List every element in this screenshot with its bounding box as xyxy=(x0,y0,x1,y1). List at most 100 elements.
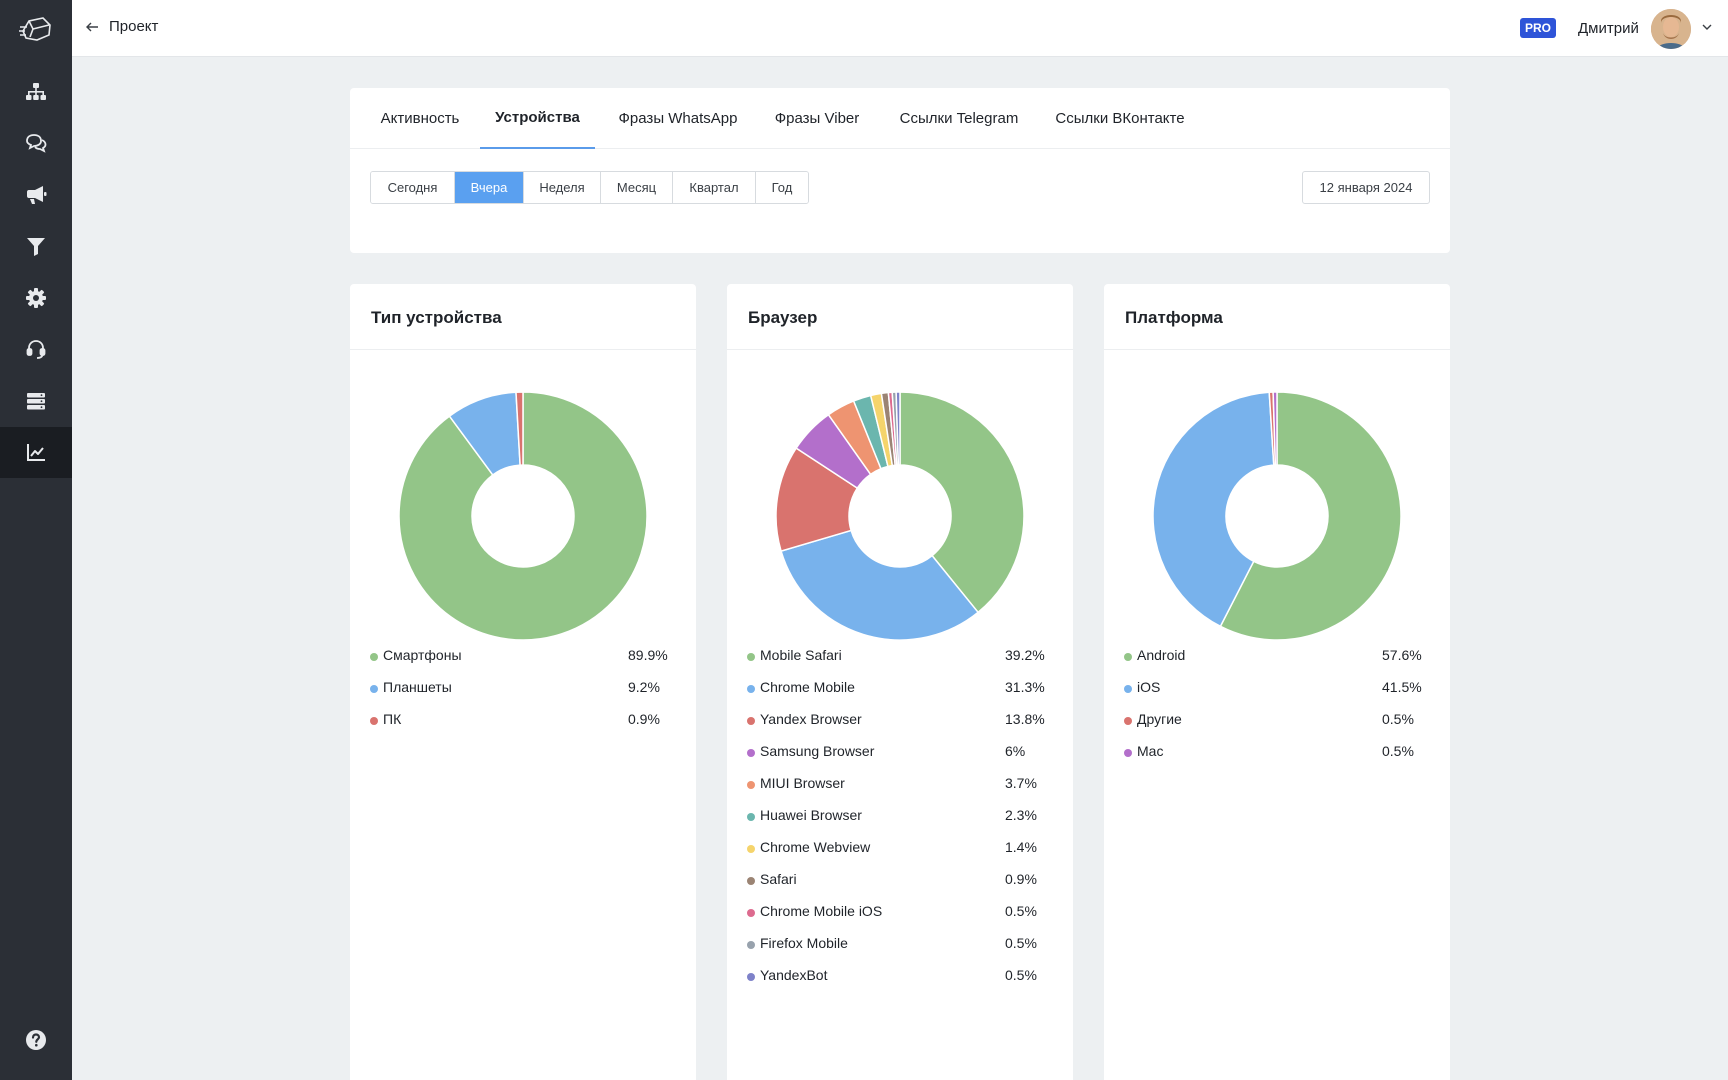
sidebar-item-data[interactable] xyxy=(0,375,72,427)
legend-value: 0.9% xyxy=(1005,871,1037,887)
legend-label: Mobile Safari xyxy=(760,647,842,663)
legend-label: Yandex Browser xyxy=(760,711,862,727)
legend-item[interactable]: YandexBot 0.5% xyxy=(747,964,1053,996)
legend-item[interactable]: Safari 0.9% xyxy=(747,868,1053,900)
tab-activity[interactable]: Активность xyxy=(380,110,460,127)
card-title: Платформа xyxy=(1125,308,1223,327)
legend-item[interactable]: Samsung Browser 6% xyxy=(747,740,1053,772)
card-divider xyxy=(350,349,696,350)
legend-color-dot xyxy=(747,909,755,917)
legend-label: Firefox Mobile xyxy=(760,935,848,951)
chevron-down-icon[interactable] xyxy=(1701,20,1713,38)
device-type-legend: Смартфоны 89.9% Планшеты 9.2% ПК 0.9% xyxy=(370,644,676,740)
legend-item[interactable]: MIUI Browser 3.7% xyxy=(747,772,1053,804)
legend-color-dot xyxy=(370,685,378,693)
sidebar-item-support[interactable] xyxy=(0,324,72,376)
legend-item[interactable]: Android 57.6% xyxy=(1124,644,1430,676)
legend-label: Android xyxy=(1137,647,1186,663)
legend-value: 3.7% xyxy=(1005,775,1037,791)
legend-label: ПК xyxy=(383,711,402,727)
legend-color-dot xyxy=(747,717,755,725)
legend-label: Samsung Browser xyxy=(760,743,875,759)
legend-value: 13.8% xyxy=(1005,711,1045,727)
donut-slice-смартфоны[interactable] xyxy=(398,391,648,641)
platform-donut-chart xyxy=(1152,391,1402,641)
legend-label: iOS xyxy=(1137,679,1161,695)
donut-slice-ios[interactable] xyxy=(1152,391,1275,628)
donut-slice-mobile-safari[interactable] xyxy=(899,391,1025,614)
legend-item[interactable]: ПК 0.9% xyxy=(370,708,676,740)
donut-slice-yandexbot[interactable] xyxy=(895,391,901,466)
legend-color-dot xyxy=(370,717,378,725)
server-icon xyxy=(27,392,45,410)
sidebar-item-analytics[interactable] xyxy=(0,426,72,478)
sidebar-item-structure[interactable] xyxy=(0,66,72,118)
legend-item[interactable]: Планшеты 9.2% xyxy=(370,676,676,708)
sidebar-item-settings[interactable] xyxy=(0,272,72,324)
legend-item[interactable]: Chrome Mobile iOS 0.5% xyxy=(747,900,1053,932)
legend-item[interactable]: Chrome Webview 1.4% xyxy=(747,836,1053,868)
tab-viber-phrases[interactable]: Фразы Viber xyxy=(774,110,860,127)
filter-icon xyxy=(27,238,45,257)
period-today[interactable]: Сегодня xyxy=(371,172,455,203)
help-button[interactable] xyxy=(0,1018,72,1062)
sidebar xyxy=(0,0,72,1080)
sidebar-item-campaigns[interactable] xyxy=(0,169,72,221)
period-year[interactable]: Год xyxy=(756,172,808,203)
donut-slice-android[interactable] xyxy=(1219,391,1402,641)
legend-label: Mac xyxy=(1137,743,1164,759)
chart-icon xyxy=(27,444,45,462)
legend-value: 31.3% xyxy=(1005,679,1045,695)
legend-label: Safari xyxy=(760,871,797,887)
legend-label: YandexBot xyxy=(760,967,828,983)
legend-label: Другие xyxy=(1137,711,1182,727)
back-link[interactable]: Проект xyxy=(85,18,158,35)
legend-label: Huawei Browser xyxy=(760,807,862,823)
tab-telegram-links[interactable]: Ссылки Telegram xyxy=(899,110,1019,127)
legend-value: 0.5% xyxy=(1005,967,1037,983)
tab-devices[interactable]: Устройства xyxy=(480,88,595,149)
card-title: Тип устройства xyxy=(371,308,502,327)
period-quarter[interactable]: Квартал xyxy=(673,172,756,203)
chat-icon xyxy=(26,134,47,154)
legend-item[interactable]: Firefox Mobile 0.5% xyxy=(747,932,1053,964)
legend-item[interactable]: Yandex Browser 13.8% xyxy=(747,708,1053,740)
legend-item[interactable]: Другие 0.5% xyxy=(1124,708,1430,740)
legend-color-dot xyxy=(747,685,755,693)
legend-item[interactable]: Mobile Safari 39.2% xyxy=(747,644,1053,676)
card-title: Браузер xyxy=(748,308,818,327)
tab-whatsapp-phrases[interactable]: Фразы WhatsApp xyxy=(618,110,738,127)
legend-item[interactable]: Смартфоны 89.9% xyxy=(370,644,676,676)
period-week[interactable]: Неделя xyxy=(524,172,601,203)
browser-donut-chart xyxy=(775,391,1025,641)
app-logo-icon[interactable] xyxy=(0,0,72,58)
user-name[interactable]: Дмитрий xyxy=(1578,20,1639,37)
legend-color-dot xyxy=(1124,685,1132,693)
period-yesterday[interactable]: Вчера xyxy=(455,172,524,203)
period-month[interactable]: Месяц xyxy=(601,172,673,203)
legend-item[interactable]: Chrome Mobile 31.3% xyxy=(747,676,1053,708)
legend-color-dot xyxy=(747,941,755,949)
legend-item[interactable]: Mac 0.5% xyxy=(1124,740,1430,772)
donut-slice-пк[interactable] xyxy=(515,391,524,466)
tabs-card: Активность Устройства Фразы WhatsApp Фра… xyxy=(350,88,1450,253)
legend-item[interactable]: Huawei Browser 2.3% xyxy=(747,804,1053,836)
sidebar-item-chats[interactable] xyxy=(0,118,72,170)
legend-color-dot xyxy=(747,813,755,821)
legend-color-dot xyxy=(747,973,755,981)
browser-legend: Mobile Safari 39.2% Chrome Mobile 31.3% Yand… xyxy=(747,644,1053,996)
date-picker-button[interactable]: 12 января 2024 xyxy=(1302,171,1430,204)
legend-value: 0.5% xyxy=(1382,711,1414,727)
sidebar-item-filters[interactable] xyxy=(0,221,72,273)
legend-value: 0.5% xyxy=(1382,743,1414,759)
avatar[interactable] xyxy=(1651,9,1691,49)
tab-bar: Активность Устройства Фразы WhatsApp Фра… xyxy=(350,88,1450,149)
legend-value: 41.5% xyxy=(1382,679,1422,695)
donut-slice-chrome-mobile[interactable] xyxy=(780,529,980,641)
donut-slice-mac[interactable] xyxy=(1272,391,1278,466)
legend-value: 6% xyxy=(1005,743,1026,759)
legend-color-dot xyxy=(747,845,755,853)
legend-item[interactable]: iOS 41.5% xyxy=(1124,676,1430,708)
help-icon xyxy=(26,1030,46,1050)
tab-vk-links[interactable]: Ссылки ВКонтакте xyxy=(1055,110,1185,127)
